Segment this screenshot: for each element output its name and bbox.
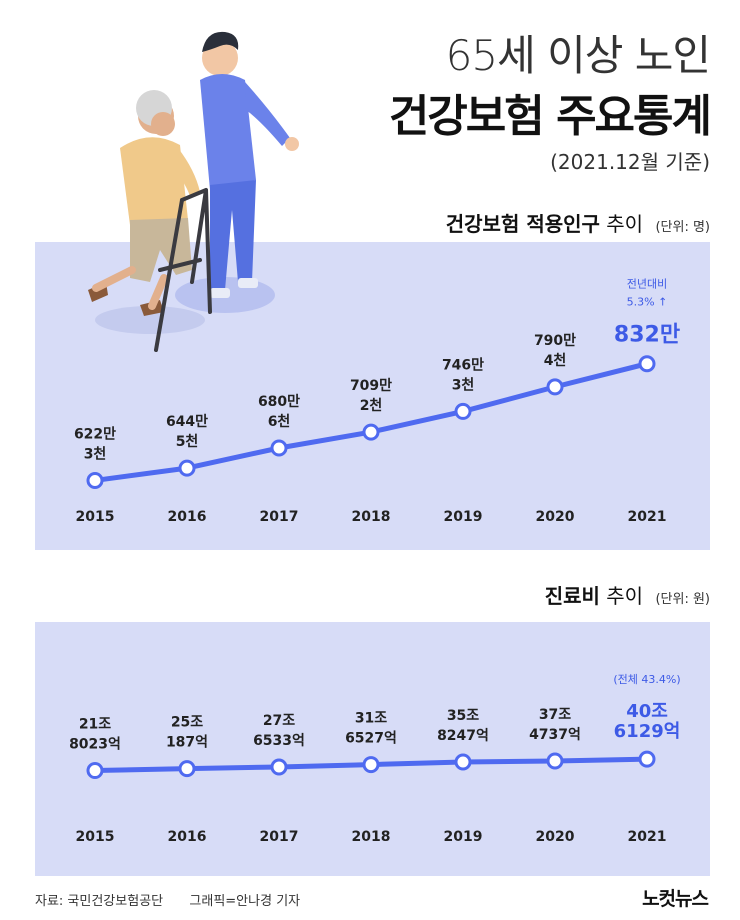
section1-title-bold: 건강보험 적용인구 [445, 212, 600, 236]
chart2-value-label-2018-1: 31조 [355, 711, 387, 727]
chart2-value-label-2016-2: 187억 [166, 735, 208, 751]
chart2-point-2015 [86, 762, 104, 780]
chart1-point-2017 [270, 439, 288, 457]
chart2-value-label-2017-2: 6533억 [253, 733, 305, 749]
chart1-yoy-label: 전년대비 [627, 278, 667, 291]
chart1-point-2018 [362, 423, 380, 441]
section2-title-bold: 진료비 [544, 584, 600, 608]
chart1-value-label-2020-2: 4천 [544, 353, 567, 369]
chart1-yoy-value: 5.3% ↑ [627, 296, 668, 309]
chart1-xtick-2018: 2018 [352, 509, 391, 525]
basis-date: (2021.12월 기준) [550, 150, 710, 174]
chart1-value-label-2020-1: 790만 [534, 333, 576, 349]
footer-source: 자료: 국민건강보험공단 [35, 894, 164, 909]
chart1-point-2016 [178, 459, 196, 477]
title-line-1: 65세 이상 노인 [445, 31, 711, 80]
elderly-caregiver-illustration [88, 31, 299, 352]
chart2-point-2016 [178, 760, 196, 778]
chart1-point-2020 [546, 378, 564, 396]
chart1-svg: 622만 3천 644만 5천 680만 6천 709만 2천 746만 3천 790만 4천 832만… [74, 278, 680, 525]
chart1-xtick-2017: 2017 [260, 509, 299, 525]
chart2-xtick-2019: 2019 [444, 829, 483, 845]
section1-unit: (단위: 명) [655, 220, 710, 235]
chart2-share-label: (전체 43.4%) [613, 673, 680, 686]
chart1-point-2015 [86, 471, 104, 489]
chart1-value-label-2018-1: 709만 [350, 378, 392, 394]
chart2-xtick-2021: 2021 [628, 829, 667, 845]
chart1-xtick-2015: 2015 [76, 509, 115, 525]
chart1-value-label-2016-2: 5천 [176, 434, 199, 450]
section2-title: 진료비 추이 (단위: 원) [545, 580, 710, 609]
chart1-panel [35, 242, 710, 550]
chart1-xtick-2016: 2016 [168, 509, 207, 525]
chart2-value-label-2020-1: 37조 [539, 707, 571, 723]
title-line-2: 건강보험 주요통계 [388, 91, 712, 142]
chart2-value-label-2017-1: 27조 [263, 713, 295, 729]
section1-title: 건강보험 적용인구 추이 (단위: 명) [446, 208, 710, 237]
brand-logo: 노컷뉴스 [642, 888, 709, 910]
footer-source-line: 자료: 국민건강보험공단 그래픽=안나경 기자 [35, 890, 300, 909]
chart1-xtick-2020: 2020 [536, 509, 575, 525]
chart1-point-2021 [638, 355, 656, 373]
chart2-point-2021 [638, 750, 656, 768]
chart2-value-label-2020-2: 4737억 [529, 727, 581, 743]
chart2-point-2020 [546, 752, 564, 770]
chart1-xtick-2021: 2021 [628, 509, 667, 525]
chart2-value-label-2016-1: 25조 [171, 715, 203, 731]
chart2-point-2018 [362, 756, 380, 774]
chart2-point-2019 [454, 753, 472, 771]
section1-title-rest: 추이 [606, 212, 644, 236]
chart1-value-label-2015-2: 3천 [84, 446, 107, 462]
chart2-xtick-2015: 2015 [76, 829, 115, 845]
chart2-value-label-2021-1: 40조 [626, 701, 668, 722]
chart2-value-label-2019-1: 35조 [447, 708, 479, 724]
footer-credit: 그래픽=안나경 기자 [189, 894, 301, 909]
section2-title-rest: 추이 [606, 584, 644, 608]
chart2-value-label-2015-2: 8023억 [69, 737, 121, 753]
chart2-xtick-2020: 2020 [536, 829, 575, 845]
section2-unit: (단위: 원) [655, 592, 710, 607]
chart2-xtick-2016: 2016 [168, 829, 207, 845]
chart2-value-label-2015-1: 21조 [79, 717, 111, 733]
chart1-value-label-2016-1: 644만 [166, 414, 208, 430]
chart2-value-label-2021-2: 6129억 [614, 721, 681, 742]
chart2-xtick-2018: 2018 [352, 829, 391, 845]
chart1-value-label-2021-1: 832만 [614, 323, 680, 348]
chart2-svg: 21조 8023억 25조 187억 27조 6533억 31조 6527억 35조 8247억 3… [69, 673, 681, 845]
chart1-value-label-2015-1: 622만 [74, 426, 116, 442]
chart1-value-label-2019-2: 3천 [452, 377, 475, 393]
chart2-xtick-2017: 2017 [260, 829, 299, 845]
chart1-value-label-2017-2: 6천 [268, 414, 291, 430]
chart2-point-2017 [270, 758, 288, 776]
chart1-value-label-2018-2: 2천 [360, 398, 383, 414]
chart2-value-label-2019-2: 8247억 [437, 728, 489, 744]
chart1-point-2019 [454, 402, 472, 420]
chart1-value-label-2017-1: 680만 [258, 394, 300, 410]
chart2-panel [35, 622, 710, 876]
chart1-value-label-2019-1: 746만 [442, 357, 484, 373]
chart1-xtick-2019: 2019 [444, 509, 483, 525]
chart2-value-label-2018-2: 6527억 [345, 731, 397, 747]
